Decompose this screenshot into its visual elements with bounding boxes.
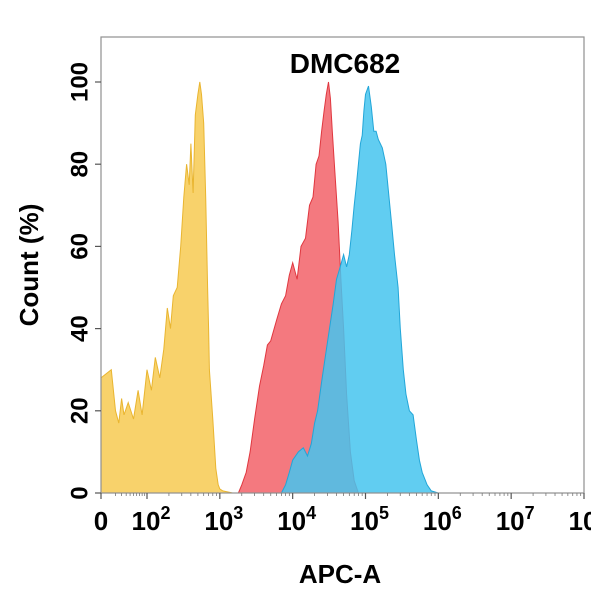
x-tick-label: 107 bbox=[496, 503, 535, 536]
y-tick-label: 40 bbox=[67, 315, 94, 342]
x-tick-label: 106 bbox=[423, 503, 462, 536]
y-tick-label: 60 bbox=[67, 233, 94, 260]
x-tick-label: 108 bbox=[569, 503, 591, 536]
y-axis-label: Count (%) bbox=[14, 204, 44, 327]
y-tick-label: 20 bbox=[67, 397, 94, 424]
histogram-series-3 bbox=[280, 85, 439, 494]
y-tick-label: 100 bbox=[67, 62, 94, 102]
x-tick-label: 103 bbox=[204, 503, 243, 536]
plot-frame bbox=[100, 36, 585, 494]
series-layer bbox=[100, 81, 439, 494]
y-tick-label: 0 bbox=[67, 486, 94, 499]
x-axis-ticks: 0 102 103 104 105 106 107 108 bbox=[94, 493, 591, 536]
y-tick-label: 80 bbox=[67, 151, 94, 178]
y-axis-ticks: 0 20 40 60 80 100 bbox=[67, 62, 101, 500]
x-tick-label: 102 bbox=[132, 503, 171, 536]
x-tick-label: 0 bbox=[94, 506, 108, 536]
histogram-series-1 bbox=[100, 81, 233, 494]
x-tick-label: 105 bbox=[350, 503, 389, 536]
chart-title: DMC682 bbox=[290, 48, 400, 79]
x-tick-label: 104 bbox=[277, 503, 316, 536]
x-axis-label: APC-A bbox=[299, 559, 382, 589]
